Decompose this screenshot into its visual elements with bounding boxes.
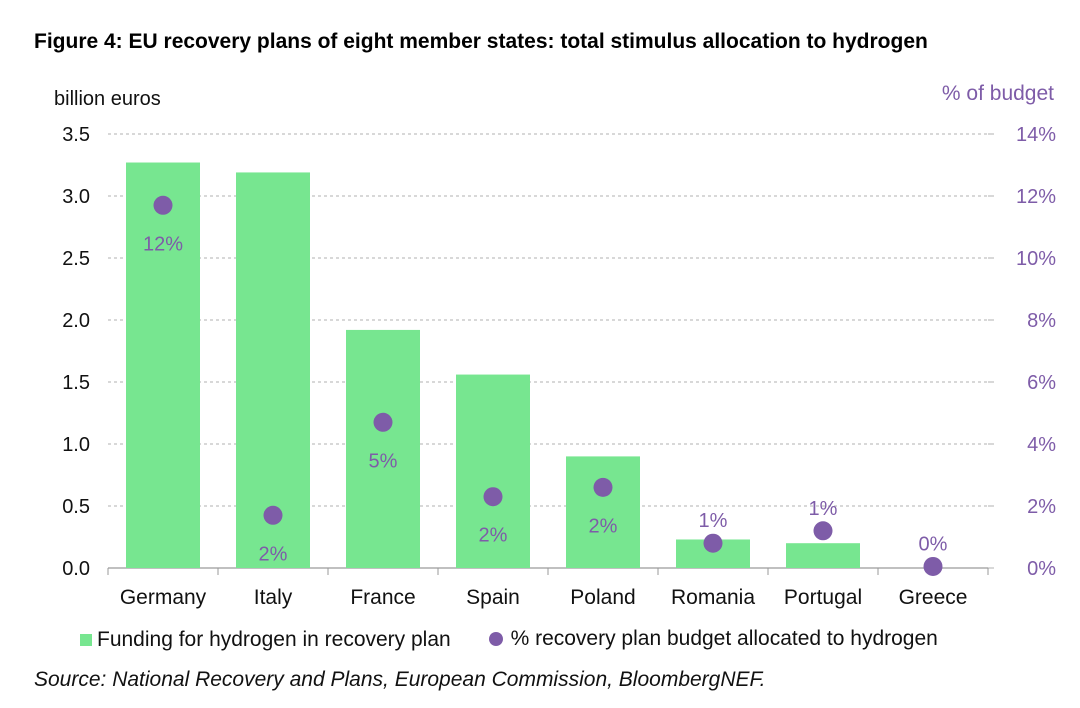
right-tick-label: 2% (1027, 496, 1056, 518)
legend-item-funding: Funding for hydrogen in recovery plan (80, 628, 451, 652)
left-tick-label: 1.0 (62, 434, 90, 456)
right-tick-label: 14% (1016, 124, 1056, 146)
percent-data-label: 5% (369, 450, 398, 472)
right-tick-label: 10% (1016, 248, 1056, 270)
percent-data-label: 0% (919, 533, 948, 555)
bar (236, 172, 310, 568)
left-tick-label: 3.0 (62, 186, 90, 208)
legend-item-percent: % recovery plan budget allocated to hydr… (488, 627, 938, 651)
percent-dot (593, 477, 613, 497)
percent-dot (923, 556, 943, 576)
x-tick-label: Romania (671, 586, 755, 609)
left-tick-label: 1.5 (62, 372, 90, 394)
left-tick-label: 2.5 (62, 248, 90, 270)
right-tick-label: 8% (1027, 310, 1056, 332)
x-tick-label: Italy (254, 586, 293, 609)
legend-bar-swatch (80, 634, 92, 646)
left-tick-label: 0.5 (62, 496, 90, 518)
percent-data-label: 1% (809, 498, 838, 520)
right-axis-label: % of budget (941, 82, 1054, 105)
percent-dot (373, 412, 393, 432)
x-tick-label: France (350, 586, 415, 609)
right-tick-label: 4% (1027, 434, 1056, 456)
bar (346, 329, 420, 568)
dot-series (153, 195, 943, 576)
source-note: Source: National Recovery and Plans, Eur… (34, 668, 766, 691)
x-tick-label: Poland (570, 586, 635, 609)
percent-data-label: 2% (589, 515, 618, 537)
percent-dot (813, 521, 833, 541)
right-tick-label: 0% (1027, 558, 1056, 580)
x-tick-label: Greece (899, 586, 968, 609)
percent-data-label: 2% (259, 543, 288, 565)
percent-data-label: 2% (479, 525, 508, 547)
legend-dot-swatch (488, 632, 503, 646)
right-tick-label: 12% (1016, 186, 1056, 208)
left-tick-label: 3.5 (62, 124, 90, 146)
left-tick-label: 2.0 (62, 310, 90, 332)
left-tick-label: 0.0 (62, 558, 90, 580)
left-axis-label: billion euros (54, 88, 161, 110)
x-tick-label: Portugal (784, 586, 862, 609)
percent-data-label: 1% (699, 510, 728, 532)
bar-series (126, 162, 860, 568)
percent-data-label: 12% (143, 233, 183, 255)
bar (786, 543, 860, 568)
axis-labels: 0.0 0.5 1.0 1.5 2.0 2.5 3.0 3.5 0% 2% 4% 6% 8% 10% 12%… (62, 124, 1056, 609)
percent-dot (153, 195, 173, 215)
percent-dot (703, 533, 723, 553)
x-tick-label: Spain (466, 586, 520, 609)
percent-dot (483, 487, 503, 507)
bar (126, 162, 200, 568)
percent-dot (263, 505, 283, 525)
legend-label-percent: % recovery plan budget allocated to hydr… (510, 627, 938, 650)
legend: Funding for hydrogen in recovery plan % … (80, 627, 938, 652)
legend-label-funding: Funding for hydrogen in recovery plan (97, 628, 451, 651)
bar (566, 456, 640, 568)
x-tick-label: Germany (120, 586, 207, 609)
right-tick-label: 6% (1027, 372, 1056, 394)
chart-title: Figure 4: EU recovery plans of eight mem… (34, 30, 928, 53)
bar (456, 374, 530, 568)
